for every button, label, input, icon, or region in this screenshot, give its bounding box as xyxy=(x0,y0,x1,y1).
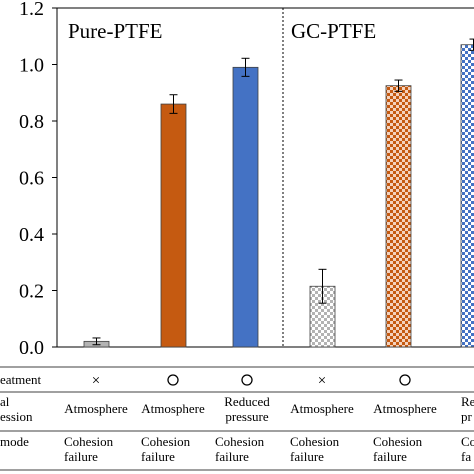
table-cell: Cohesion xyxy=(373,434,423,449)
bar xyxy=(460,44,474,348)
table-cell: failure xyxy=(290,449,324,464)
table-cell: Atmosphere xyxy=(141,401,205,416)
row-header: al xyxy=(0,394,10,409)
table-cell: Atmosphere xyxy=(373,401,437,416)
y-tick-label: 1.0 xyxy=(19,55,44,77)
table-cell: pr xyxy=(461,409,473,424)
y-tick-label: 0.2 xyxy=(19,281,44,303)
y-tick-label: 1.2 xyxy=(19,0,44,20)
table-cell: fa xyxy=(461,449,471,464)
y-tick-label: 0.4 xyxy=(19,224,44,246)
row-header: mode xyxy=(0,434,29,449)
table-cell: failure xyxy=(64,449,98,464)
table-cell: Cohesion xyxy=(290,434,340,449)
table-cell: Cohesion xyxy=(64,434,114,449)
group-label: Pure-PTFE xyxy=(68,19,163,43)
table-cell: failure xyxy=(141,449,175,464)
table-cell: Re xyxy=(461,394,474,409)
table-cell: Atmosphere xyxy=(64,401,128,416)
y-tick-label: 0.0 xyxy=(19,337,44,359)
y-tick-label: 0.6 xyxy=(19,168,44,190)
circle-mark xyxy=(399,374,411,386)
row-header: ession xyxy=(0,409,33,424)
table-cell: Atmosphere xyxy=(290,401,354,416)
table-cell: failure xyxy=(215,449,249,464)
table-cell: Co xyxy=(461,434,474,449)
row-header: eatment xyxy=(0,372,42,387)
y-tick-label: 0.8 xyxy=(19,111,44,133)
table-cell: failure xyxy=(373,449,407,464)
table-cell: Reduced xyxy=(224,394,270,409)
bars xyxy=(83,38,474,348)
bar xyxy=(385,85,412,348)
cross-mark: × xyxy=(318,373,326,389)
circle-mark xyxy=(167,374,179,386)
bar xyxy=(160,103,187,348)
table-cell: Cohesion xyxy=(215,434,265,449)
table-cell: Cohesion xyxy=(141,434,191,449)
cross-mark: × xyxy=(92,373,100,389)
group-label: GC-PTFE xyxy=(291,19,376,43)
circle-mark xyxy=(241,374,253,386)
axes: 0.0 0.2 0.4 0.6 0.8 1.0 1.2 Pure-PTFE GC-PTFE xyxy=(19,0,474,359)
table-cell: pressure xyxy=(225,409,269,424)
bar xyxy=(232,66,259,348)
